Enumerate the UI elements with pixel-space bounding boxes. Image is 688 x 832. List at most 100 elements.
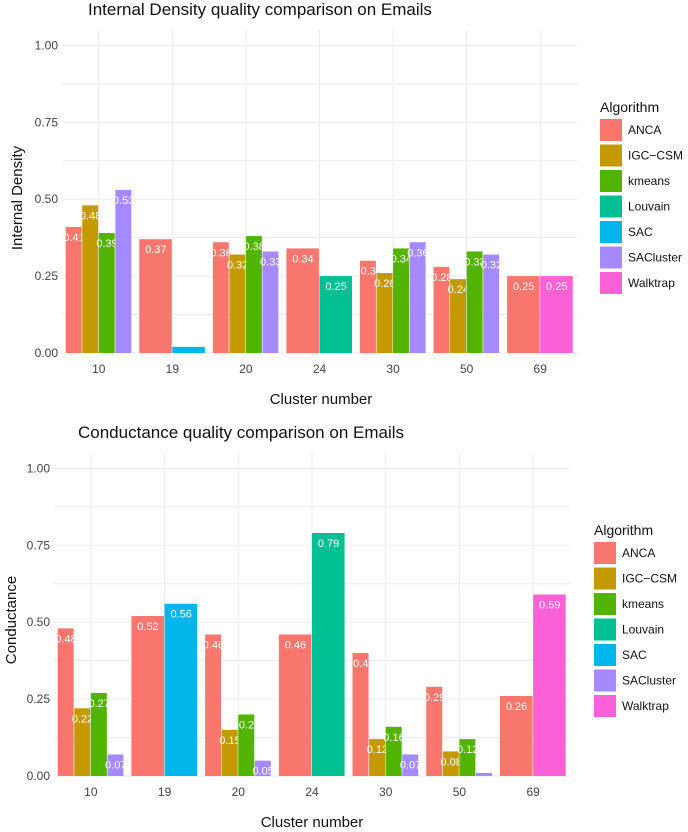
bar-anca	[352, 652, 369, 776]
bar-anca	[286, 248, 319, 353]
y-axis-label: Conductance	[3, 576, 20, 664]
conductance-chart: Conductance quality comparison on Emails…	[3, 423, 677, 831]
legend-swatch-walktrap	[600, 272, 622, 294]
data-label: 0.28	[431, 272, 452, 284]
data-label: 0.25	[513, 281, 534, 293]
legend: Algorithm ANCA IGC−CSM kmeans Louvain SAC SAC…	[600, 99, 683, 294]
bar-anca	[278, 634, 312, 776]
y-tick-labels: 0.00 0.25 0.50 0.75 1.00	[27, 461, 51, 783]
y-tick-label: 0.50	[35, 192, 59, 206]
legend-label: SACluster	[628, 251, 682, 265]
bar-sacluster	[402, 754, 419, 776]
bar-anca	[205, 634, 222, 776]
legend-title: Algorithm	[594, 522, 653, 538]
bar-sac	[164, 603, 198, 776]
x-tick-label: 50	[453, 785, 467, 799]
x-tick-label: 30	[379, 785, 393, 799]
bar-anca	[433, 266, 450, 353]
data-label: 0.24	[448, 284, 469, 296]
bar-anca	[131, 616, 164, 776]
y-axis-label: Internal Density	[9, 145, 26, 250]
bar-sacluster	[483, 254, 500, 353]
legend-swatch-kmeans	[600, 170, 622, 192]
bar-igc-csm	[442, 751, 459, 776]
x-tick-labels: 10 19 20 24 30 50 69	[84, 785, 540, 799]
bar-walktrap	[533, 594, 566, 776]
data-label: 0.26	[374, 278, 395, 290]
data-label: 0.4	[353, 658, 368, 670]
data-label: 0.15	[219, 735, 240, 747]
bar-kmeans	[385, 726, 402, 776]
data-label: 0.07	[400, 759, 421, 771]
legend-label: IGC−CSM	[628, 149, 683, 163]
legend-swatch-louvain	[594, 618, 616, 641]
bar-anca	[65, 226, 82, 353]
bar-anca	[139, 239, 172, 353]
legend-label: IGC−CSM	[622, 572, 677, 586]
bar-kmeans	[245, 236, 262, 353]
legend-label: SAC	[628, 225, 653, 239]
bar-anca	[499, 696, 533, 776]
bar-igc-csm	[82, 205, 99, 353]
bar-igc-csm	[74, 708, 91, 776]
x-tick-label: 69	[526, 785, 540, 799]
data-label: 0.32	[481, 260, 502, 272]
data-label: 0.12	[457, 744, 478, 756]
data-label: 0.27	[88, 698, 109, 710]
data-label: 0.12	[367, 744, 388, 756]
x-tick-label: 20	[232, 785, 246, 799]
bar-anca	[426, 686, 443, 776]
x-tick-labels: 10 19 20 24 30 50 69	[92, 362, 547, 376]
data-label: 0.52	[137, 621, 158, 633]
legend: Algorithm ANCA IGC−CSM kmeans Louvain SAC SAC…	[594, 522, 677, 717]
legend-swatch-louvain	[600, 195, 622, 218]
x-tick-label: 50	[460, 362, 474, 376]
y-tick-label: 0.75	[27, 538, 51, 552]
data-label: 0.07	[105, 759, 126, 771]
y-tick-label: 0.00	[35, 346, 59, 360]
bar-sacluster	[254, 760, 271, 776]
legend-swatch-anca	[594, 542, 616, 564]
bar-louvain	[312, 532, 345, 776]
legend-swatch-kmeans	[594, 593, 616, 615]
x-axis-label: Cluster number	[261, 814, 364, 831]
y-tick-label: 0.50	[27, 615, 51, 629]
bar-igc-csm	[450, 279, 467, 353]
data-label: 0.38	[243, 241, 264, 253]
y-tick-label: 0.25	[27, 692, 51, 706]
data-label: 0.33	[260, 256, 281, 268]
legend-swatch-sac	[594, 644, 616, 666]
data-label: 0.48	[55, 633, 76, 645]
x-tick-label: 20	[239, 362, 253, 376]
data-label: 0.02	[178, 352, 199, 364]
internal-density-chart: Internal Density quality comparison on E…	[9, 0, 683, 408]
bar-walktrap	[540, 276, 573, 353]
chart-title: Conductance quality comparison on Emails	[78, 423, 404, 442]
data-label: 0.3	[361, 266, 376, 278]
legend-label: Louvain	[622, 623, 664, 637]
data-label: 0.36	[407, 247, 428, 259]
y-tick-label: 1.00	[35, 38, 59, 52]
data-label: 0.37	[145, 244, 166, 256]
legend-label: SAC	[622, 648, 647, 662]
x-tick-label: 10	[92, 362, 106, 376]
bar-kmeans	[238, 714, 255, 776]
x-tick-label: 24	[313, 362, 327, 376]
bars: 0.410.480.390.530.370.020.360.320.380.33…	[63, 189, 573, 364]
bar-sacluster	[476, 772, 492, 776]
data-label: 0.01	[474, 778, 495, 790]
legend-label: Walktrap	[622, 699, 669, 713]
data-label: 0.2	[239, 719, 254, 731]
bar-igc-csm	[229, 254, 246, 353]
data-label: 0.33	[464, 256, 485, 268]
data-label: 0.22	[72, 713, 93, 725]
data-label: 0.34	[292, 253, 313, 265]
legend-label: ANCA	[628, 123, 661, 137]
y-tick-label: 0.00	[27, 769, 51, 783]
bars: 0.48 0.22 0.27 0.07 0.52 0.56 0.46 0.15 0.2 0.05 0…	[55, 532, 566, 790]
bar-igc-csm	[221, 729, 238, 776]
data-label: 0.41	[63, 232, 84, 244]
data-label: 0.25	[325, 281, 346, 293]
data-label: 0.16	[383, 732, 404, 744]
data-label: 0.34	[391, 253, 412, 265]
